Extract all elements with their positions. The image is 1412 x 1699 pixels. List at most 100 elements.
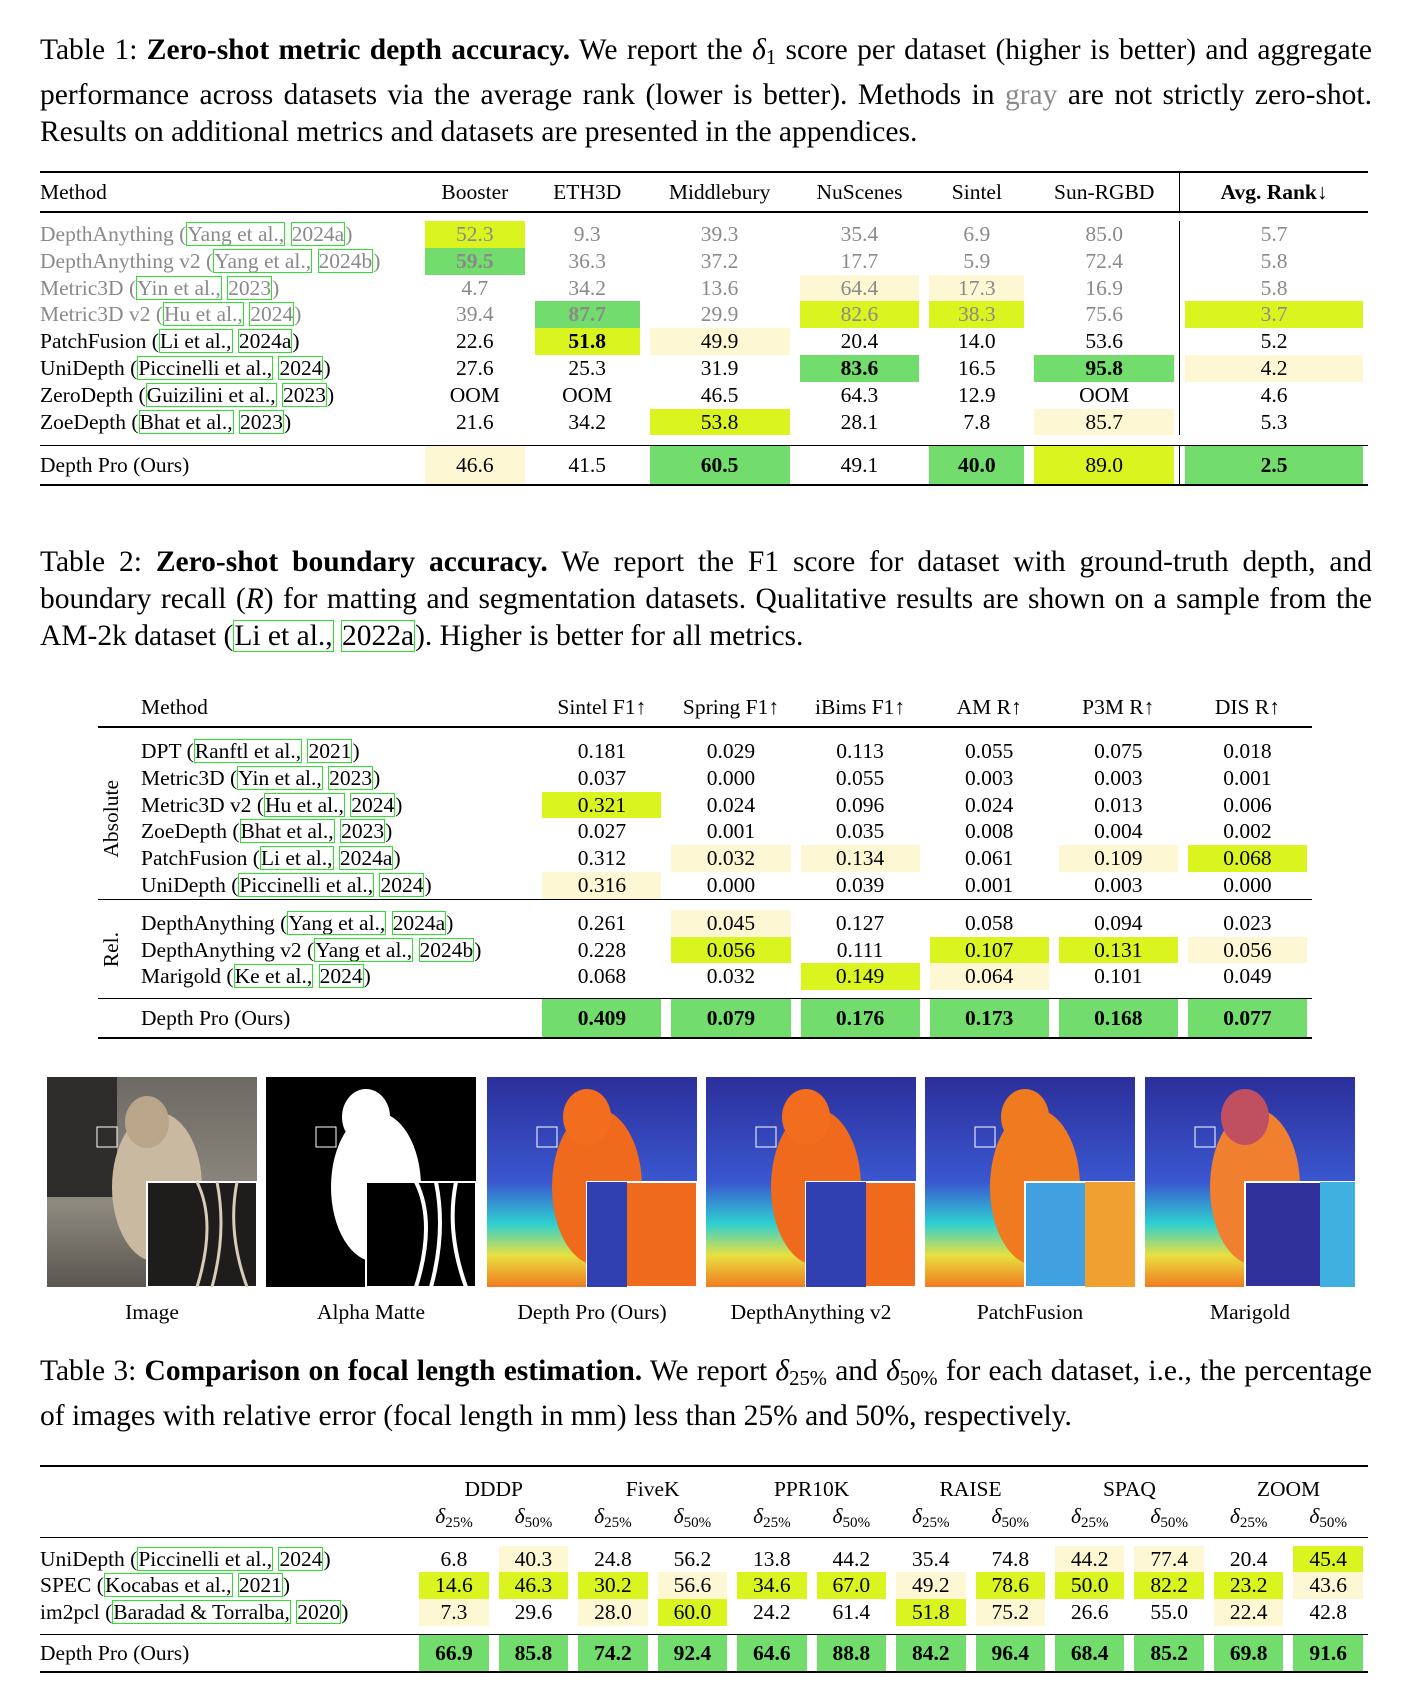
value-cell: 4.2 xyxy=(1179,354,1368,382)
value-cell: 30.2 xyxy=(573,1572,653,1600)
delta-symbol: δ xyxy=(753,1504,764,1528)
citation-link[interactable]: Yin et al., xyxy=(237,765,323,790)
method-cell: Depth Pro (Ours) xyxy=(40,445,420,487)
citation-link[interactable]: 2024a xyxy=(290,222,346,246)
citation-link[interactable]: Ke et al., xyxy=(233,964,314,989)
citation-link[interactable]: Yang et al., xyxy=(213,248,313,273)
value-cell: 60.5 xyxy=(644,445,795,487)
citation-link[interactable]: Piccinelli et al., xyxy=(137,355,274,380)
delta-subscript: 50% xyxy=(1001,1514,1030,1531)
value-cell: 82.2 xyxy=(1129,1572,1209,1600)
value-cell: 3.7 xyxy=(1179,301,1368,329)
table-row: DepthAnything (Yang et al., 2024a) 52.3 9.… xyxy=(40,221,1368,248)
citation-link[interactable]: Ranftl et al., xyxy=(193,739,303,763)
value-cell: 0.024 xyxy=(964,792,1014,817)
citation-link[interactable]: Li et al., xyxy=(233,620,334,652)
citation-link[interactable]: 2024a xyxy=(338,846,394,871)
value-cell: 0.055 xyxy=(835,765,885,790)
citation-link[interactable]: 2024b xyxy=(317,248,374,273)
citation-link[interactable]: Yin et al., xyxy=(136,275,222,300)
value-cell: 75.2 xyxy=(970,1599,1050,1626)
group-label: Absolute xyxy=(99,779,123,858)
citation-link[interactable]: 2021 xyxy=(237,1573,283,1598)
value-cell: 0.077 xyxy=(1182,998,1312,1040)
spacer xyxy=(98,898,1312,910)
value-cell: 78.6 xyxy=(970,1572,1050,1600)
citation-link[interactable]: Piccinelli et al., xyxy=(238,872,375,897)
method-cell: Depth Pro (Ours) xyxy=(141,998,538,1040)
group-label-cell xyxy=(98,998,142,1040)
citation-link[interactable]: Yang et al., xyxy=(186,222,286,246)
value-cell: 49.9 xyxy=(644,328,795,355)
citation-link[interactable]: 2024a xyxy=(391,910,447,935)
citation-link[interactable]: 2023 xyxy=(239,409,285,434)
citation-link[interactable]: 2022a xyxy=(341,620,416,652)
value-cell: 0.006 xyxy=(1223,792,1272,817)
value-cell: 39.4 xyxy=(456,302,494,327)
citation-link[interactable]: Li et al., xyxy=(259,846,334,871)
citation-link[interactable]: 2024b xyxy=(418,937,475,962)
table-row: PatchFusion (Li et al., 2024a) 0.312 0.032… xyxy=(98,845,1312,872)
citation-link[interactable]: 2023 xyxy=(227,275,273,300)
citation-link[interactable]: 2024a xyxy=(237,329,293,354)
spacer xyxy=(40,1626,1368,1635)
citation-link[interactable]: 2024 xyxy=(379,872,425,897)
method-paren: ) xyxy=(424,872,432,897)
value-cell: 7.8 xyxy=(963,409,991,434)
citation-link[interactable]: 2023 xyxy=(328,765,374,790)
table3-caption: Table 3: Comparison on focal length esti… xyxy=(40,1353,1372,1435)
image-panel xyxy=(47,1077,257,1287)
citation-link[interactable]: 2024 xyxy=(318,964,364,989)
citation-link[interactable]: Hu et al., xyxy=(264,792,345,817)
method-cell: SPEC (Kocabas et al., 2021) xyxy=(40,1572,414,1599)
caption-text: gray xyxy=(1004,79,1058,112)
citation-link[interactable]: Piccinelli et al., xyxy=(137,1546,274,1571)
value-cell: 45.4 xyxy=(1288,1545,1368,1573)
footer-row: Depth Pro (Ours) 0.409 0.079 0.176 0.173 0.16… xyxy=(98,998,1312,1040)
method-paren: ) xyxy=(341,1600,349,1625)
citation-link[interactable]: Bhat et al., xyxy=(138,409,234,434)
citation-link[interactable]: Yang et al., xyxy=(314,937,414,962)
citation-link[interactable]: Yang et al., xyxy=(287,910,387,935)
delta-symbol: δ xyxy=(1070,1504,1081,1528)
citation-link[interactable]: Guizilini et al., xyxy=(145,382,277,407)
method-name: UniDepth ( xyxy=(40,355,138,380)
citation-link[interactable]: 2021 xyxy=(307,739,353,763)
value-cell: 28.0 xyxy=(573,1599,653,1626)
caption-text xyxy=(334,620,341,652)
value-cell: 41.5 xyxy=(529,445,645,487)
value-cell: 0.039 xyxy=(835,872,885,897)
figure-label: DepthAnything v2 xyxy=(730,1300,892,1324)
citation-link[interactable]: 2024 xyxy=(278,1546,324,1571)
method-cell: Metric3D v2 (Hu et al., 2024) xyxy=(141,792,537,819)
value-cell: 51.8 xyxy=(891,1599,971,1626)
citation-link[interactable]: Hu et al., xyxy=(163,302,244,327)
method-paren: ) xyxy=(345,222,353,246)
citation-link[interactable]: 2024 xyxy=(249,302,295,327)
citation-link[interactable]: 2023 xyxy=(340,819,386,844)
citation-link[interactable]: Bhat et al., xyxy=(239,819,335,844)
value-cell: 34.2 xyxy=(568,275,607,300)
citation-link[interactable]: 2024 xyxy=(350,792,396,817)
citation-link[interactable]: 2024 xyxy=(278,355,324,380)
delta-subscript: 25% xyxy=(1239,1514,1268,1531)
method-paren: ) xyxy=(393,846,401,871)
citation-link[interactable]: 2020 xyxy=(296,1600,342,1625)
value-cell: 5.7 xyxy=(1179,221,1368,248)
value-cell: 64.6 xyxy=(732,1633,812,1673)
value-cell: 0.316 xyxy=(537,871,667,900)
sub-header: δ50% xyxy=(653,1503,732,1537)
delta-subscript: 50% xyxy=(1319,1514,1347,1531)
method-cell: UniDepth (Piccinelli et al., 2024) xyxy=(40,1546,414,1573)
value-cell: 0.029 xyxy=(706,739,756,763)
value-cell: 17.3 xyxy=(924,274,1030,302)
value-cell: 84.2 xyxy=(891,1633,971,1673)
citation-link[interactable]: Li et al., xyxy=(158,329,233,354)
value-cell: 75.6 xyxy=(1085,302,1124,327)
method-paren: ) xyxy=(474,937,482,962)
citation-link[interactable]: Kocabas et al., xyxy=(103,1573,233,1598)
citation-link[interactable]: Baradad & Torralba, xyxy=(112,1600,291,1625)
method-cell: Metric3D (Yin et al., 2023) xyxy=(141,765,537,792)
citation-link[interactable]: 2023 xyxy=(282,382,328,407)
value-cell: 85.2 xyxy=(1129,1633,1209,1673)
